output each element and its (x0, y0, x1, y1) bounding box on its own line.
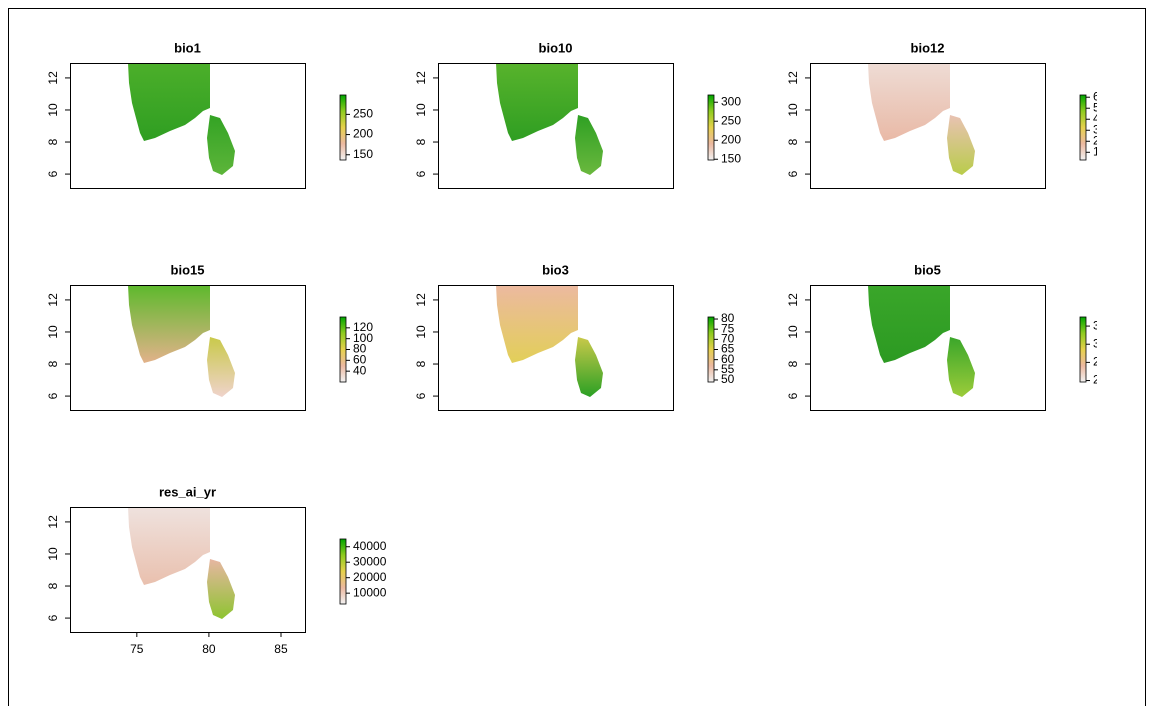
legend-tick-label: 300 (721, 94, 741, 108)
colorbar (708, 317, 714, 382)
panel-title: bio15 (171, 262, 205, 277)
y-tick-label: 12 (46, 293, 60, 307)
y-tick-label: 12 (46, 71, 60, 85)
legend-tick-label: 40000 (353, 539, 387, 553)
y-tick-label: 10 (414, 325, 428, 339)
y-tick-label: 8 (414, 360, 428, 367)
y-tick-label: 10 (46, 103, 60, 117)
y-tick-label: 8 (46, 138, 60, 145)
y-tick-label: 6 (46, 614, 60, 621)
y-tick-label: 8 (786, 138, 800, 145)
legend-tick-label: 200 (721, 132, 741, 146)
legend-tick-label: 10000 (353, 585, 387, 599)
panel-title: bio10 (539, 40, 573, 55)
y-tick-label: 10 (786, 325, 800, 339)
y-tick-label: 10 (46, 547, 60, 561)
y-tick-label: 6 (786, 170, 800, 177)
legend-tick-label: 150 (721, 151, 741, 165)
y-tick-label: 12 (46, 515, 60, 529)
legend-tick-label: 250 (353, 107, 373, 121)
y-tick-label: 8 (414, 138, 428, 145)
panel-title: bio5 (914, 262, 941, 277)
y-tick-label: 8 (46, 360, 60, 367)
legend-tick-label: 80 (721, 311, 735, 325)
y-tick-label: 10 (786, 103, 800, 117)
y-tick-label: 6 (414, 392, 428, 399)
y-tick-label: 6 (46, 392, 60, 399)
colorbar (1080, 317, 1086, 382)
y-tick-label: 10 (46, 325, 60, 339)
legend-tick-label: 250 (721, 113, 741, 127)
y-tick-label: 8 (46, 582, 60, 589)
panel-title: bio12 (911, 40, 945, 55)
y-tick-label: 12 (414, 71, 428, 85)
y-tick-label: 6 (786, 392, 800, 399)
legend-tick-label: 200 (353, 127, 373, 141)
plot-window: bio1 6 8 10 12 150 200 250 bio10 6 8 10 12 150 200 250 3… (0, 0, 1153, 706)
x-tick-label: 85 (274, 642, 288, 656)
colorbar (708, 95, 714, 160)
y-tick-label: 8 (786, 360, 800, 367)
y-tick-label: 6 (414, 170, 428, 177)
legend-tick-label: 30000 (353, 554, 387, 568)
x-tick-label: 75 (130, 642, 144, 656)
legend-tick-label: 120 (353, 320, 373, 334)
y-tick-label: 6 (46, 170, 60, 177)
colorbar (340, 95, 346, 160)
colorbar (340, 317, 346, 382)
y-tick-label: 12 (786, 293, 800, 307)
panel-title: bio1 (174, 40, 201, 55)
y-tick-label: 10 (414, 103, 428, 117)
x-tick-label: 80 (202, 642, 216, 656)
page: bio1 6 8 10 12 150 200 250 bio10 6 8 10 12 150 200 250 3… (0, 0, 1153, 706)
colorbar (1080, 95, 1086, 160)
legend-tick-label: 20000 (353, 570, 387, 584)
colorbar (340, 539, 346, 604)
legend-tick-label: 150 (353, 147, 373, 161)
panel-title: res_ai_yr (159, 484, 216, 499)
y-tick-label: 12 (786, 71, 800, 85)
y-tick-label: 12 (414, 293, 428, 307)
panel-title: bio3 (542, 262, 569, 277)
